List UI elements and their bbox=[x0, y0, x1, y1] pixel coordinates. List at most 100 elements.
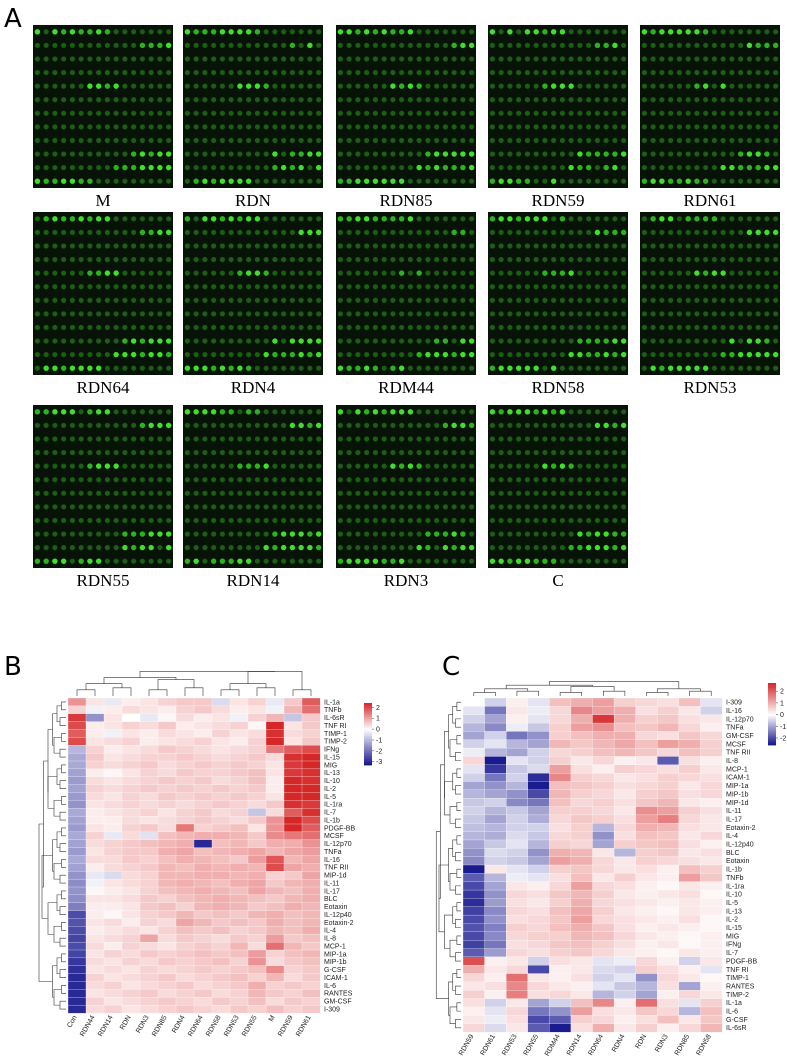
spot bbox=[139, 42, 146, 49]
heatmap-cell bbox=[570, 873, 593, 883]
heatmap-cell bbox=[121, 981, 141, 990]
spot bbox=[442, 531, 449, 537]
spot bbox=[202, 29, 208, 35]
spot bbox=[594, 351, 601, 358]
heatmap-cell bbox=[265, 823, 285, 833]
row-label: IL-1b bbox=[726, 867, 742, 874]
heatmap-cell bbox=[657, 873, 680, 883]
heatmap-cell bbox=[613, 898, 637, 908]
spot bbox=[184, 409, 191, 415]
array-image bbox=[183, 25, 323, 188]
heatmap-cell bbox=[247, 902, 267, 912]
heatmap-cell bbox=[484, 781, 507, 791]
heatmap-cell bbox=[484, 722, 507, 732]
heatmap-cell bbox=[157, 949, 177, 959]
heatmap-cell bbox=[157, 823, 177, 833]
heatmap-cell bbox=[301, 737, 321, 746]
heatmap-cell bbox=[157, 1004, 177, 1014]
spot bbox=[685, 216, 691, 222]
heatmap-cell bbox=[175, 871, 195, 880]
heatmap-cell bbox=[678, 798, 701, 808]
colorbar-segment bbox=[364, 754, 372, 757]
array-label: RDN59 bbox=[532, 191, 585, 210]
colorbar-tick-label: -1 bbox=[780, 724, 786, 731]
spot bbox=[165, 164, 172, 171]
heatmap-cell bbox=[283, 1004, 303, 1014]
heatmap-cell bbox=[301, 847, 321, 856]
heatmap-cell bbox=[247, 729, 267, 738]
heatmap-cell bbox=[678, 831, 701, 841]
heatmap-cell bbox=[635, 1015, 658, 1025]
spot bbox=[130, 544, 137, 551]
spot bbox=[315, 422, 322, 429]
heatmap-cell bbox=[462, 739, 486, 749]
heatmap-cell bbox=[592, 923, 615, 933]
heatmap-cell bbox=[484, 889, 507, 899]
heatmap-cell bbox=[247, 997, 267, 1006]
spot bbox=[219, 558, 226, 564]
heatmap-cell bbox=[265, 918, 285, 927]
heatmap-cell bbox=[283, 957, 303, 967]
heatmap-cell bbox=[85, 941, 105, 951]
heatmap-cell bbox=[265, 965, 285, 975]
spot bbox=[416, 544, 422, 551]
heatmap-cell bbox=[506, 773, 529, 782]
spot bbox=[337, 409, 344, 415]
heatmap-cell bbox=[506, 973, 529, 983]
spot bbox=[157, 164, 163, 171]
heatmap-cell bbox=[484, 731, 507, 741]
heatmap-cell bbox=[103, 949, 123, 959]
spot bbox=[315, 151, 322, 157]
heatmap-cell bbox=[67, 768, 87, 778]
spot bbox=[228, 558, 234, 564]
colorbar-segment bbox=[364, 709, 372, 712]
heatmap-cell bbox=[657, 714, 680, 724]
heatmap-cell bbox=[678, 948, 701, 958]
array-label: RDN bbox=[235, 191, 271, 210]
heatmap-cell bbox=[527, 747, 550, 757]
heatmap-cell bbox=[175, 989, 195, 998]
heatmap-cell bbox=[506, 731, 529, 741]
heatmap-cell bbox=[175, 839, 195, 849]
heatmap-cell bbox=[247, 855, 267, 864]
heatmap-cell bbox=[527, 931, 550, 941]
spot bbox=[585, 338, 592, 344]
heatmap-cell bbox=[85, 808, 105, 817]
heatmap-cell bbox=[175, 737, 195, 746]
heatmap-cell bbox=[157, 697, 177, 707]
heatmap-cell bbox=[229, 965, 249, 975]
spot bbox=[533, 216, 539, 222]
row-label: IL-10 bbox=[726, 892, 742, 899]
heatmap-cell bbox=[613, 722, 637, 732]
spot bbox=[60, 216, 67, 222]
dendrogram bbox=[452, 906, 457, 924]
heatmap-cell bbox=[570, 940, 593, 949]
spot bbox=[237, 558, 243, 564]
heatmap-cell bbox=[635, 764, 658, 774]
heatmap-cell bbox=[635, 706, 658, 716]
spot bbox=[139, 151, 146, 157]
spot bbox=[755, 351, 761, 358]
colorbar-segment bbox=[364, 718, 372, 721]
heatmap-cell bbox=[211, 776, 231, 786]
column-label: RDN58 bbox=[205, 1014, 223, 1037]
heatmap-cell bbox=[700, 965, 723, 975]
heatmap-cell bbox=[657, 1006, 680, 1016]
heatmap-cell bbox=[527, 956, 550, 966]
heatmap-cell bbox=[484, 956, 507, 966]
heatmap-cell bbox=[229, 941, 249, 951]
heatmap-cell bbox=[657, 697, 680, 707]
spot bbox=[193, 365, 199, 371]
heatmap-cell bbox=[211, 949, 231, 959]
heatmap-cell bbox=[527, 773, 550, 782]
spot bbox=[363, 365, 370, 371]
heatmap-cell bbox=[247, 918, 267, 927]
heatmap-cell bbox=[613, 990, 637, 1000]
heatmap-cell bbox=[484, 714, 507, 724]
heatmap-cell bbox=[592, 731, 615, 741]
heatmap-cell bbox=[229, 981, 249, 990]
spot bbox=[702, 178, 709, 184]
heatmap-cell bbox=[175, 800, 195, 809]
spot bbox=[542, 216, 548, 222]
spot bbox=[507, 558, 513, 564]
